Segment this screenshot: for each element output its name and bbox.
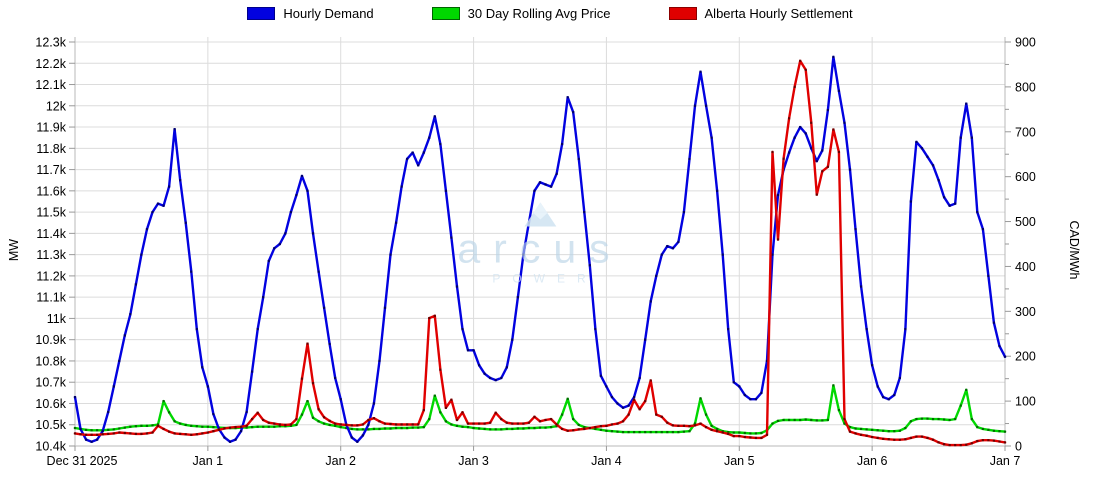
svg-text:10.4k: 10.4k	[35, 440, 66, 454]
svg-text:11.3k: 11.3k	[36, 248, 66, 262]
svg-text:900: 900	[1015, 36, 1036, 50]
svg-text:500: 500	[1015, 215, 1036, 229]
svg-text:11.2k: 11.2k	[36, 269, 66, 283]
svg-text:800: 800	[1015, 80, 1036, 94]
svg-text:10.7k: 10.7k	[35, 376, 66, 390]
svg-text:400: 400	[1015, 260, 1036, 274]
svg-text:11k: 11k	[47, 312, 67, 326]
left-axis-title: MW	[7, 238, 21, 262]
svg-text:600: 600	[1015, 170, 1036, 184]
svg-text:12.2k: 12.2k	[35, 57, 66, 71]
svg-text:12.3k: 12.3k	[35, 36, 66, 50]
legend-item-alberta-settlement[interactable]: Alberta Hourly Settlement	[668, 5, 853, 22]
svg-text:Jan 2: Jan 2	[325, 454, 356, 468]
svg-text:10.9k: 10.9k	[35, 333, 66, 347]
svg-text:Jan 3: Jan 3	[458, 454, 489, 468]
svg-text:10.6k: 10.6k	[35, 397, 66, 411]
svg-text:Jan 4: Jan 4	[591, 454, 622, 468]
svg-text:11.8k: 11.8k	[36, 142, 66, 156]
svg-text:10.5k: 10.5k	[35, 418, 66, 432]
svg-text:Jan 6: Jan 6	[857, 454, 888, 468]
legend-item-rolling-avg-price[interactable]: 30 Day Rolling Avg Price	[431, 5, 611, 22]
svg-text:0: 0	[1015, 440, 1022, 454]
legend-item-hourly-demand[interactable]: Hourly Demand	[247, 5, 374, 22]
svg-text:11.5k: 11.5k	[36, 206, 66, 220]
legend-label: Alberta Hourly Settlement	[704, 6, 853, 21]
svg-text:200: 200	[1015, 350, 1036, 364]
svg-text:11.9k: 11.9k	[36, 121, 66, 135]
legend-swatch-red-icon	[668, 7, 697, 20]
svg-text:11.7k: 11.7k	[36, 163, 66, 177]
svg-text:12.1k: 12.1k	[35, 78, 66, 92]
svg-text:100: 100	[1015, 395, 1036, 409]
svg-text:300: 300	[1015, 305, 1036, 319]
svg-text:10.8k: 10.8k	[35, 354, 66, 368]
legend: Hourly Demand 30 Day Rolling Avg Price A…	[0, 5, 1100, 22]
svg-text:11.1k: 11.1k	[36, 291, 66, 305]
svg-text:Jan 1: Jan 1	[193, 454, 224, 468]
svg-text:700: 700	[1015, 125, 1036, 139]
right-axis-title: CAD/MWh	[1067, 220, 1081, 280]
svg-text:Jan 5: Jan 5	[724, 454, 755, 468]
svg-text:11.6k: 11.6k	[36, 184, 66, 198]
legend-swatch-green-icon	[431, 7, 460, 20]
legend-label: 30 Day Rolling Avg Price	[467, 6, 611, 21]
svg-text:Dec 31 2025: Dec 31 2025	[47, 454, 118, 468]
legend-label: Hourly Demand	[283, 6, 374, 21]
svg-text:Jan 7: Jan 7	[990, 454, 1021, 468]
legend-swatch-blue-icon	[247, 7, 276, 20]
svg-text:11.4k: 11.4k	[36, 227, 66, 241]
svg-text:12k: 12k	[46, 99, 67, 113]
